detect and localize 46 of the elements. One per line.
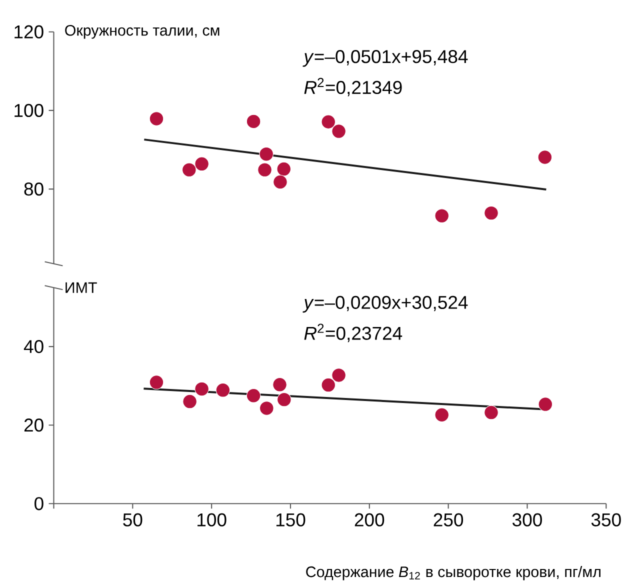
x-axis-title: Содержание B$_{12}$ в сыворотке крови, пг/мл <box>306 566 600 580</box>
x-tick-label: 50 <box>123 513 142 526</box>
point <box>194 156 209 171</box>
point <box>246 114 261 128</box>
point <box>276 162 291 176</box>
point <box>321 378 336 392</box>
point <box>149 111 164 126</box>
point <box>484 206 498 220</box>
point <box>258 162 272 177</box>
point <box>484 405 498 420</box>
point <box>332 368 346 382</box>
x-tick-label: 300 <box>512 513 542 526</box>
point <box>260 400 274 416</box>
x-tick-label: 100 <box>198 513 226 526</box>
y-tick-label: 120 <box>14 25 44 38</box>
y-tick-label: 80 <box>24 182 44 196</box>
point <box>277 392 292 407</box>
point <box>259 146 274 162</box>
point <box>246 388 261 403</box>
y-tick-label: 20 <box>24 418 44 432</box>
x-tick-label: 200 <box>354 513 384 526</box>
y-axis-title: Окружность талии, см <box>65 24 220 39</box>
annotation: y=–0,0501x+95,484 <box>302 50 468 67</box>
y-tick-label: 0 <box>34 496 44 510</box>
point <box>321 114 336 129</box>
point <box>273 174 288 190</box>
point <box>182 162 196 177</box>
point <box>538 150 552 164</box>
point <box>434 408 449 422</box>
x-tick-label: 250 <box>434 513 464 526</box>
annotation: R$^{2}$=0,23724 <box>304 324 402 342</box>
point <box>149 375 164 390</box>
point <box>434 208 449 223</box>
x-tick-label: 150 <box>276 513 306 526</box>
annotation: R$^{2}$=0,21349 <box>304 78 402 96</box>
point <box>194 382 209 396</box>
x-tick-label: 350 <box>591 513 621 526</box>
annotation: y=–0,0209x+30,524 <box>302 296 468 313</box>
point <box>216 382 230 398</box>
y-tick-label: 100 <box>14 104 44 117</box>
point <box>538 397 553 412</box>
y-tick-label: 40 <box>24 340 44 354</box>
point <box>332 124 346 138</box>
point <box>182 394 197 409</box>
y-axis-title: ИМТ <box>66 282 97 293</box>
point <box>272 377 287 392</box>
